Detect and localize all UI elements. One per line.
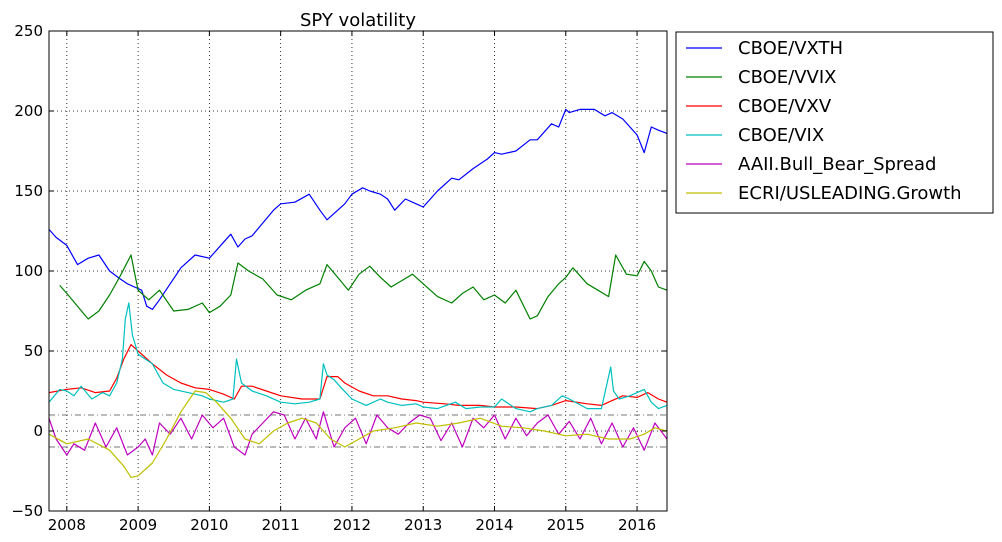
x-tick-label: 2013 (404, 516, 442, 534)
y-tick-label: 250 (14, 22, 43, 40)
x-tick-label: 2015 (547, 516, 585, 534)
legend-label: ECRI/USLEADING.Growth (738, 183, 962, 204)
y-tick-label: −50 (11, 502, 43, 520)
x-tick-label: 2011 (262, 516, 300, 534)
x-tick-label: 2008 (48, 516, 86, 534)
legend-box (675, 31, 994, 214)
x-tick-label: 2014 (475, 516, 513, 534)
series-line-1 (59, 254, 667, 320)
y-tick-label: 100 (14, 262, 43, 280)
ticks (49, 30, 667, 512)
y-tick-label: 150 (14, 182, 43, 200)
plot-lines (49, 108, 667, 478)
series-line-2 (49, 344, 667, 410)
series-line-5 (49, 390, 667, 478)
legend-label: CBOE/VVIX (738, 67, 836, 88)
y-tick-labels: 250 200 150 100 50 0 −50 (11, 22, 43, 520)
legend-label: CBOE/VIX (738, 125, 824, 146)
legend-label: AAII.Bull_Bear_Spread (738, 154, 936, 175)
x-tick-label: 2016 (618, 516, 656, 534)
series-line-3 (49, 302, 667, 413)
x-tick-label: 2012 (333, 516, 371, 534)
series-line-0 (49, 108, 667, 310)
y-tick-label: 0 (33, 422, 43, 440)
legend-label: CBOE/VXV (738, 96, 832, 117)
x-tick-labels: 2008 2009 2010 2011 2012 2013 2014 2015 2016 (48, 516, 656, 534)
x-tick-label: 2010 (190, 516, 228, 534)
x-tick-label: 2009 (119, 516, 157, 534)
y-tick-label: 50 (24, 342, 43, 360)
reference-lines (49, 414, 667, 448)
y-tick-label: 200 (14, 102, 43, 120)
series-line-4 (49, 411, 667, 456)
chart-title: SPY volatility (300, 10, 416, 31)
legend: CBOE/VXTH CBOE/VVIX CBOE/VXV CBOE/VIX AAII.B… (675, 31, 994, 214)
legend-label: CBOE/VXTH (738, 38, 843, 59)
